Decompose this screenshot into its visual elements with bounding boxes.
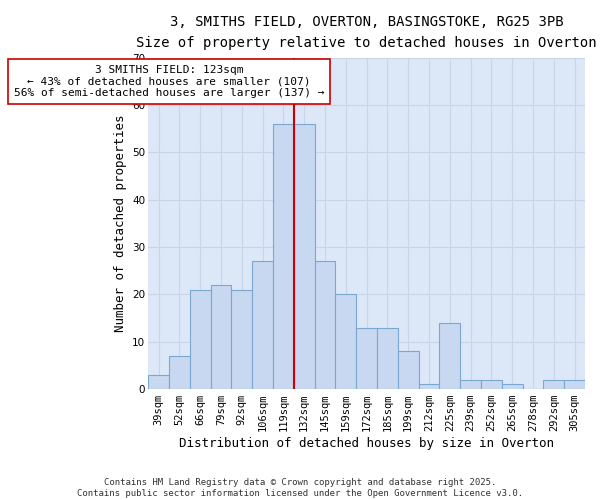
Bar bbox=[335, 294, 356, 389]
Title: 3, SMITHS FIELD, OVERTON, BASINGSTOKE, RG25 3PB
Size of property relative to det: 3, SMITHS FIELD, OVERTON, BASINGSTOKE, R… bbox=[136, 15, 597, 50]
Bar bbox=[481, 380, 502, 389]
Bar bbox=[190, 290, 211, 389]
Bar bbox=[544, 380, 564, 389]
Bar bbox=[252, 262, 273, 389]
Bar bbox=[294, 124, 314, 389]
Bar bbox=[439, 323, 460, 389]
Text: Contains HM Land Registry data © Crown copyright and database right 2025.
Contai: Contains HM Land Registry data © Crown c… bbox=[77, 478, 523, 498]
X-axis label: Distribution of detached houses by size in Overton: Distribution of detached houses by size … bbox=[179, 437, 554, 450]
Bar bbox=[232, 290, 252, 389]
Bar bbox=[169, 356, 190, 389]
Bar bbox=[211, 285, 232, 389]
Y-axis label: Number of detached properties: Number of detached properties bbox=[113, 114, 127, 332]
Bar bbox=[564, 380, 585, 389]
Bar bbox=[460, 380, 481, 389]
Bar bbox=[356, 328, 377, 389]
Bar bbox=[502, 384, 523, 389]
Bar bbox=[314, 262, 335, 389]
Bar bbox=[398, 351, 419, 389]
Bar bbox=[377, 328, 398, 389]
Text: 3 SMITHS FIELD: 123sqm
← 43% of detached houses are smaller (107)
56% of semi-de: 3 SMITHS FIELD: 123sqm ← 43% of detached… bbox=[14, 65, 324, 98]
Bar bbox=[419, 384, 439, 389]
Bar bbox=[273, 124, 294, 389]
Bar bbox=[148, 375, 169, 389]
